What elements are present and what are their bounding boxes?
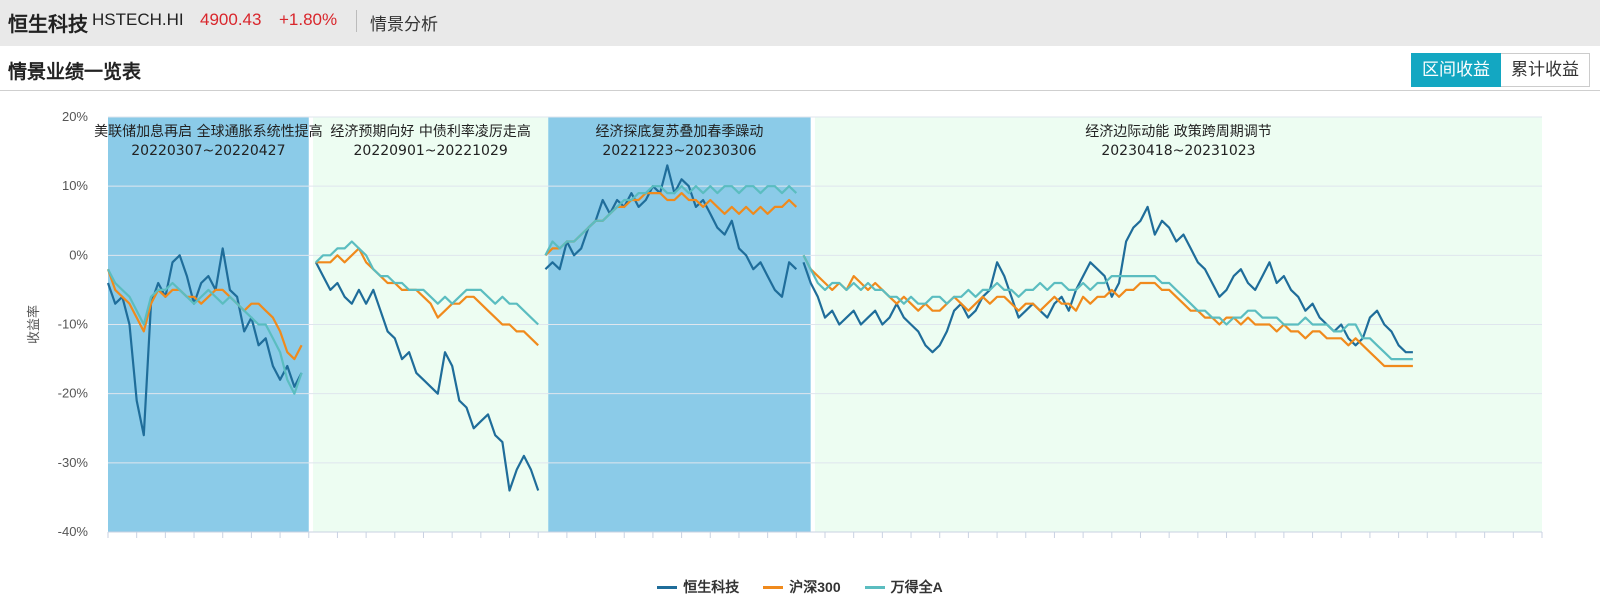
scenario-name-4: 经济边际动能 政策跨周期调节 bbox=[1085, 123, 1271, 140]
tab-scenario-analysis[interactable]: 情景分析 bbox=[370, 15, 438, 34]
legend-swatch bbox=[864, 585, 885, 589]
series-hstech-line bbox=[106, 247, 303, 437]
legend-swatch bbox=[657, 585, 678, 589]
legend-label: 万得全A bbox=[890, 579, 943, 595]
legend-hstech[interactable]: 恒生科技 bbox=[657, 578, 739, 596]
y-tick-label: 0% bbox=[69, 247, 88, 262]
interval-return-button[interactable]: 区间收益 bbox=[1411, 53, 1501, 87]
scenario-period-2: 20220901~20221029 bbox=[354, 143, 508, 159]
series-hstech-line bbox=[802, 205, 1413, 354]
legend-wind[interactable]: 万得全A bbox=[864, 578, 943, 596]
section-divider bbox=[0, 90, 1600, 91]
scenario-name-2: 经济预期向好 中债利率凌厉走高 bbox=[330, 123, 530, 140]
legend-swatch bbox=[763, 585, 784, 589]
index-name: 恒生科技 bbox=[8, 14, 88, 36]
series-wind-line bbox=[315, 240, 539, 326]
header-separator bbox=[356, 10, 357, 32]
series-wind-line bbox=[544, 185, 798, 256]
index-code: HSTECH.HI bbox=[92, 10, 184, 29]
section-title: 情景业绩一览表 bbox=[8, 62, 142, 83]
top-bar: 恒生科技 HSTECH.HI 4900.43 +1.80% 情景分析 bbox=[0, 0, 1600, 46]
index-change: +1.80% bbox=[279, 10, 338, 29]
series-hs300-line bbox=[106, 268, 303, 361]
series-wind-line bbox=[802, 254, 1413, 361]
series-hstech-line bbox=[544, 164, 798, 298]
return-mode-toggle: 区间收益 累计收益 bbox=[1411, 53, 1590, 87]
legend-label: 恒生科技 bbox=[683, 579, 740, 595]
series-hs300-line bbox=[802, 254, 1413, 368]
scenario-name-3: 经济探底复苏叠加春季躁动 bbox=[595, 123, 763, 140]
y-tick-label: 20% bbox=[62, 109, 88, 124]
y-tick-label: -20% bbox=[58, 386, 89, 401]
series-wind-line bbox=[107, 268, 303, 395]
y-tick-label: -30% bbox=[58, 455, 89, 470]
scenario-period-4: 20230418~20231023 bbox=[1101, 143, 1255, 159]
scenario-name-1: 美联储加息再启 全球通胀系统性提高 bbox=[94, 123, 322, 140]
scenario-period-3: 20221223~20230306 bbox=[602, 143, 756, 159]
chart-legend: 恒生科技 沪深300 万得全A bbox=[0, 578, 1600, 596]
y-tick-label: 10% bbox=[62, 178, 88, 193]
cumulative-return-button[interactable]: 累计收益 bbox=[1501, 53, 1590, 87]
scenario-chart: -40% -30% -20% -10% 0% 10% 20% 收益率 美联储加息再启 全球通胀系… bbox=[26, 109, 1543, 539]
y-tick-label: -10% bbox=[58, 317, 89, 332]
y-axis-label: 收益率 bbox=[26, 305, 42, 344]
scenario-period-1: 20220307~20220427 bbox=[131, 143, 285, 159]
index-price: 4900.43 bbox=[200, 10, 262, 29]
series-hstech-line bbox=[314, 261, 540, 492]
series-hs300-line bbox=[315, 247, 539, 347]
legend-hs300[interactable]: 沪深300 bbox=[763, 578, 841, 596]
legend-label: 沪深300 bbox=[789, 579, 841, 595]
y-tick-label: -40% bbox=[58, 524, 89, 539]
